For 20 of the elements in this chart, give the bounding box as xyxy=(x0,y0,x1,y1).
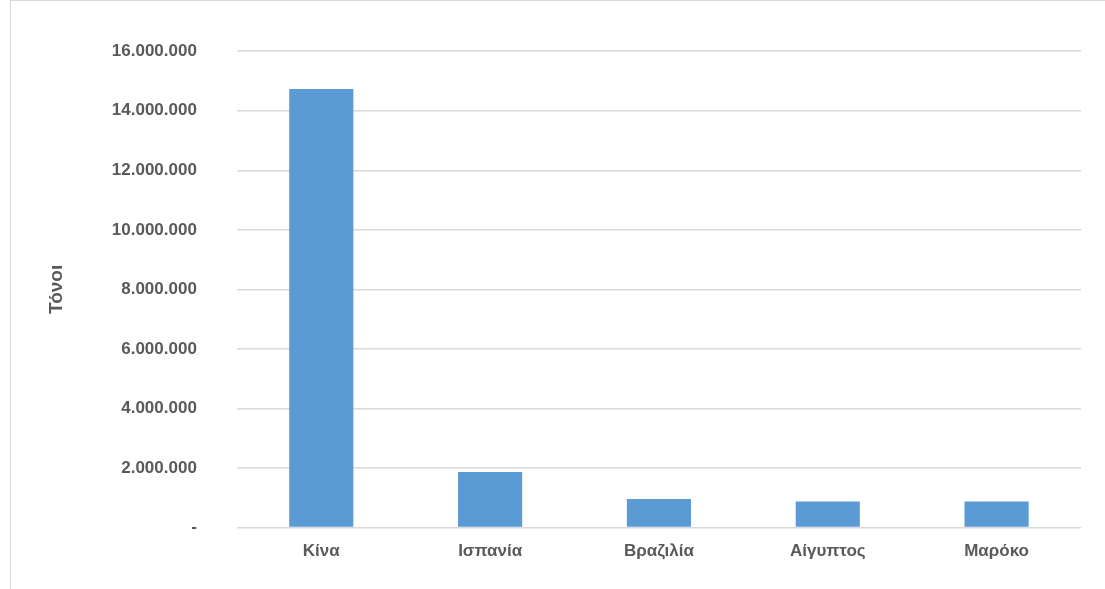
y-tick-label: 10.000.000 xyxy=(111,219,197,239)
y-tick-label: 14.000.000 xyxy=(111,100,197,120)
bar xyxy=(458,471,523,527)
y-tick-label: 16.000.000 xyxy=(111,40,197,60)
x-tick-label: Κίνα xyxy=(302,541,341,561)
y-axis-title: Τόνοι xyxy=(44,264,66,315)
y-tick-label: 8.000.000 xyxy=(121,279,197,299)
bar xyxy=(289,89,354,527)
x-tick-label: Μαρόκο xyxy=(964,541,1029,561)
bar xyxy=(626,499,692,527)
bar xyxy=(964,501,1029,527)
x-tick-label: Αίγυπτος xyxy=(789,541,866,561)
y-tick-label: 12.000.000 xyxy=(111,159,197,179)
x-tick-label: Ισπανία xyxy=(458,541,523,561)
y-tick-label: - xyxy=(191,517,197,537)
x-tick-label: Βραζιλία xyxy=(623,541,695,561)
y-tick-label: 2.000.000 xyxy=(121,457,197,477)
y-tick-label: 6.000.000 xyxy=(121,338,197,358)
y-tick-label: 4.000.000 xyxy=(121,398,197,418)
bar xyxy=(795,501,860,527)
